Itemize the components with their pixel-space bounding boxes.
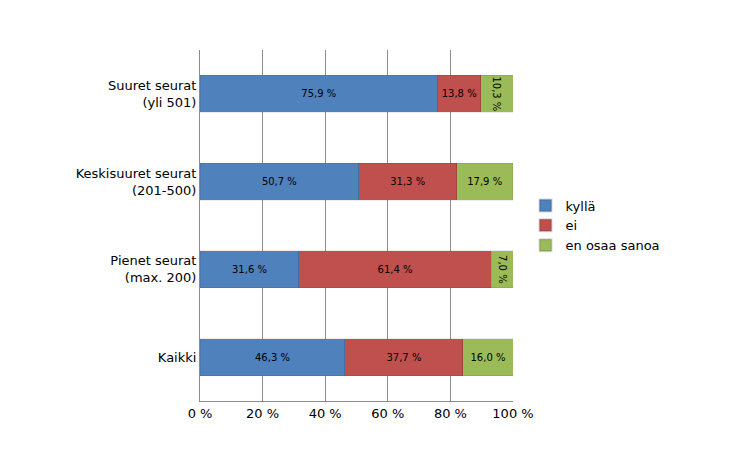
svg-text:Suuret seurat(yli 501): Suuret seurat(yli 501)	[108, 78, 196, 110]
svg-text:13,8 %: 13,8 %	[442, 88, 477, 99]
svg-text:61,4 %: 61,4 %	[378, 264, 413, 275]
svg-text:80 %: 80 %	[434, 406, 467, 421]
svg-text:20 %: 20 %	[246, 406, 279, 421]
svg-text:en osaa sanoa: en osaa sanoa	[566, 238, 660, 253]
svg-text:10,3 %: 10,3 %	[491, 76, 502, 111]
svg-text:Kaikki: Kaikki	[158, 350, 197, 365]
svg-text:37,7 %: 37,7 %	[386, 352, 421, 363]
svg-text:75,9 %: 75,9 %	[301, 88, 336, 99]
svg-text:Pienet seurat(max. 200): Pienet seurat(max. 200)	[110, 253, 196, 285]
svg-text:Keskisuuret seurat(201-500): Keskisuuret seurat(201-500)	[76, 166, 197, 198]
svg-text:kyllä: kyllä	[566, 199, 596, 214]
svg-text:46,3 %: 46,3 %	[255, 352, 290, 363]
svg-text:60 %: 60 %	[371, 406, 404, 421]
svg-text:0 %: 0 %	[188, 406, 213, 421]
svg-text:16,0 %: 16,0 %	[470, 352, 505, 363]
svg-text:100 %: 100 %	[492, 406, 533, 421]
svg-text:17,9 %: 17,9 %	[467, 176, 502, 187]
svg-text:31,6 %: 31,6 %	[232, 264, 267, 275]
svg-text:40 %: 40 %	[309, 406, 342, 421]
svg-text:7,0 %: 7,0 %	[497, 255, 508, 284]
svg-text:31,3 %: 31,3 %	[390, 176, 425, 187]
svg-text:ei: ei	[566, 218, 578, 233]
svg-text:50,7 %: 50,7 %	[262, 176, 297, 187]
